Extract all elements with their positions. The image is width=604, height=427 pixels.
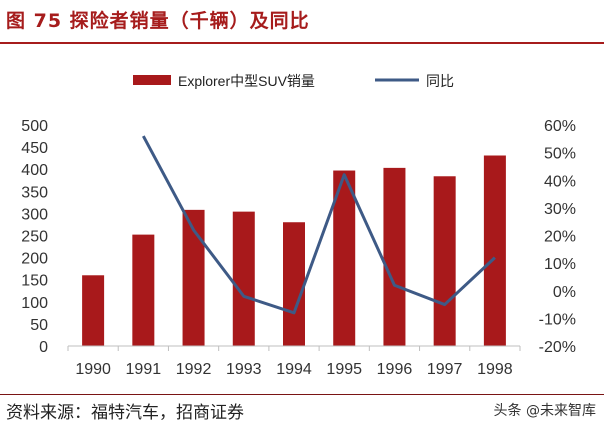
y-right-tick-label: 40% (544, 173, 576, 190)
y-left-tick-label: 450 (21, 140, 48, 157)
x-tick-label: 1997 (427, 361, 463, 378)
x-tick-label: 1990 (75, 361, 111, 378)
x-axis: 1990 1991 1992 1993 1994 1995 1996 1997 1998 (67, 346, 521, 378)
legend: Explorer中型SUV销量 同比 (133, 73, 454, 89)
bar-1990 (82, 275, 105, 346)
x-tick-label: 1994 (276, 361, 312, 378)
bar-1996 (383, 167, 406, 346)
right-axis: -20% -10% 0% 10% 20% 30% 40% 50% 60% (539, 118, 576, 356)
line-series (142, 135, 496, 315)
y-right-tick-label: 50% (544, 146, 576, 163)
title-rule (0, 42, 604, 44)
y-right-tick-label: 30% (544, 201, 576, 218)
source-note: 资料来源：福特汽车，招商证券 (6, 403, 244, 423)
y-left-tick-label: 400 (21, 162, 48, 179)
bar-1995 (333, 170, 356, 346)
y-left-tick-label: 250 (21, 229, 48, 246)
legend-line-label: 同比 (426, 73, 454, 89)
y-left-tick-label: 50 (30, 317, 48, 334)
left-axis: 0 50 100 150 200 250 300 350 400 450 500 (21, 118, 48, 356)
x-tick-label: 1993 (226, 361, 262, 378)
source-rule (0, 394, 604, 395)
bar-1997 (433, 176, 456, 346)
y-left-tick-label: 200 (21, 251, 48, 268)
y-right-tick-label: 0% (553, 284, 576, 301)
x-tick-label: 1991 (126, 361, 162, 378)
y-right-tick-label: 10% (544, 256, 576, 273)
bar-1991 (132, 234, 155, 346)
y-right-tick-label: -20% (539, 339, 576, 356)
watermark: 头条 @未来智库 (493, 403, 596, 419)
y-left-tick-label: 150 (21, 273, 48, 290)
y-left-tick-label: 500 (21, 118, 48, 135)
bar-1993 (232, 211, 255, 346)
legend-bar-swatch (133, 75, 171, 85)
y-left-tick-label: 100 (21, 295, 48, 312)
bar-1998 (483, 155, 506, 346)
y-left-tick-label: 350 (21, 184, 48, 201)
x-tick-label: 1995 (326, 361, 362, 378)
x-tick-label: 1996 (377, 361, 413, 378)
x-tick-label: 1998 (477, 361, 513, 378)
bar-1992 (182, 209, 205, 346)
y-right-tick-label: -10% (539, 311, 576, 328)
yoy-line (142, 135, 496, 315)
x-tick-label: 1992 (176, 361, 212, 378)
y-right-tick-label: 20% (544, 229, 576, 246)
legend-bar-label: Explorer中型SUV销量 (178, 73, 315, 89)
bar-series (82, 155, 506, 346)
y-left-tick-label: 300 (21, 206, 48, 223)
bar-1994 (283, 222, 305, 346)
figure-title: 图 75 探险者销量（千辆）及同比 (6, 10, 310, 32)
y-left-tick-label: 0 (39, 339, 48, 356)
y-right-tick-label: 60% (544, 118, 576, 135)
